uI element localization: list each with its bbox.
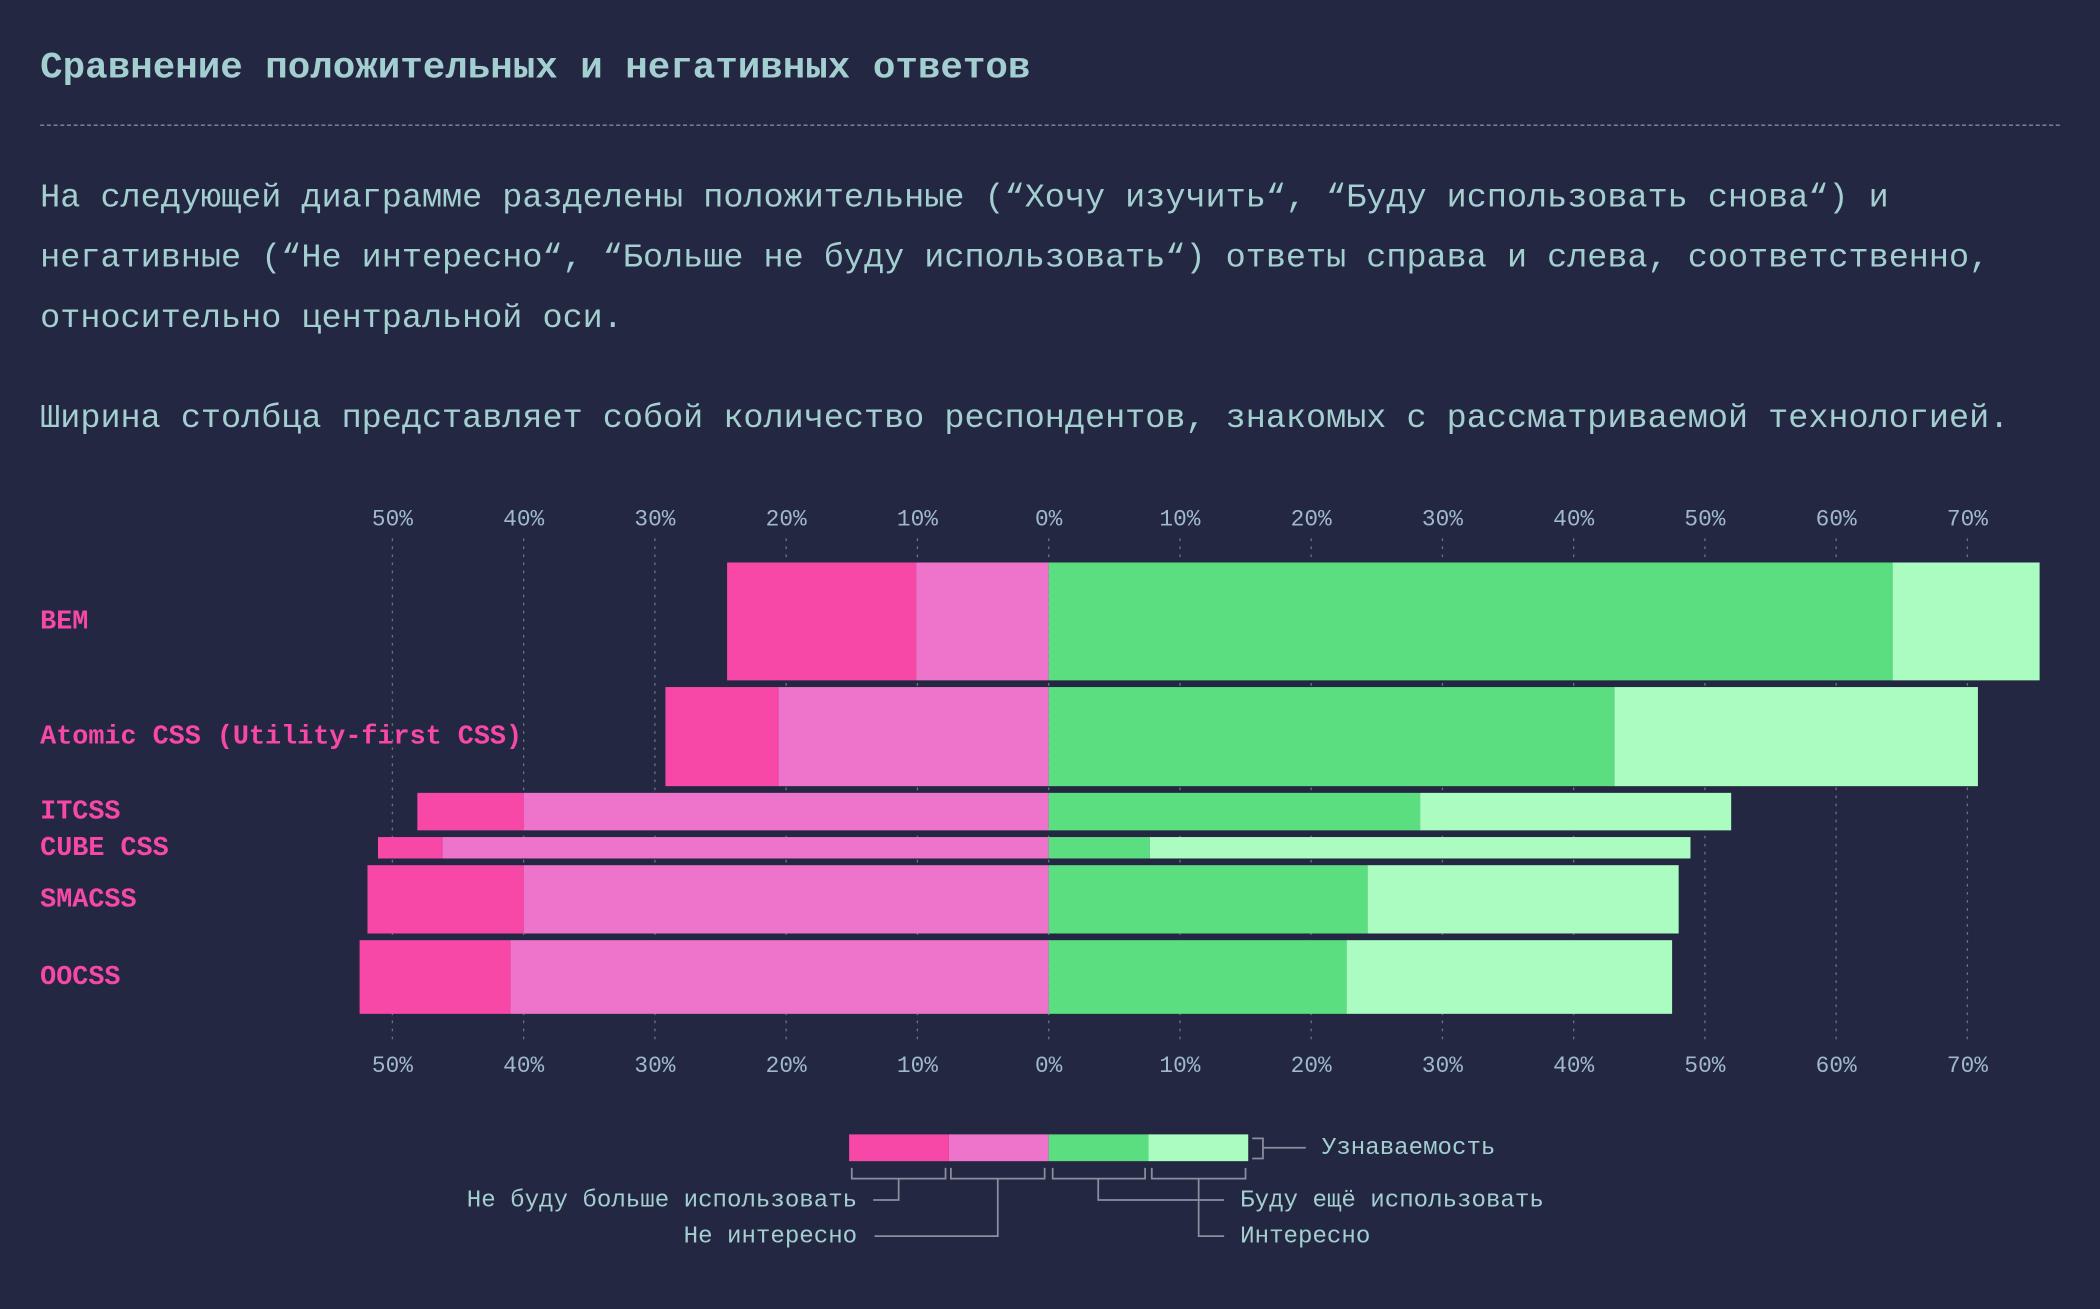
legend-swatch bbox=[849, 1134, 949, 1162]
bar-segment bbox=[442, 837, 1049, 859]
legend-brackets bbox=[850, 1137, 1306, 1238]
title: Сравнение положительных и негативных отв… bbox=[40, 48, 1031, 90]
x-tick-label: 60% bbox=[1816, 1053, 1857, 1079]
bar-segment bbox=[359, 940, 511, 1014]
x-tick-label: 50% bbox=[1684, 1053, 1725, 1079]
x-tick-label: 0% bbox=[1035, 507, 1063, 533]
bar-segment bbox=[1420, 792, 1732, 831]
x-tick-label: 20% bbox=[766, 507, 807, 533]
divider bbox=[40, 124, 2060, 126]
x-tick-label: 40% bbox=[1553, 1053, 1594, 1079]
x-tick-label: 50% bbox=[372, 507, 413, 533]
x-tick-label: 40% bbox=[1553, 507, 1594, 533]
bar-segment bbox=[367, 865, 524, 934]
category-label: BEM bbox=[40, 608, 88, 638]
category-label: SMACSS bbox=[40, 885, 136, 915]
x-tick-label: 40% bbox=[503, 1053, 544, 1079]
bar-segment bbox=[523, 792, 1049, 831]
x-tick-label: 60% bbox=[1816, 507, 1857, 533]
bar-segment bbox=[417, 792, 524, 831]
x-tick-label: 0% bbox=[1035, 1053, 1063, 1079]
x-tick-label: 70% bbox=[1947, 1053, 1988, 1079]
category-label: ITCSS bbox=[40, 798, 120, 828]
legend-label: Интересно bbox=[1240, 1224, 1370, 1251]
x-tick-label: 10% bbox=[1159, 507, 1200, 533]
bar-segment bbox=[1892, 562, 2040, 681]
x-tick-label: 40% bbox=[503, 507, 544, 533]
legend-label: Узнаваемость bbox=[1322, 1135, 1496, 1162]
legend-label: Не буду больше использовать bbox=[467, 1187, 857, 1214]
bar-segment bbox=[916, 562, 1049, 681]
bar-segment bbox=[1149, 837, 1691, 859]
x-tick-label: 20% bbox=[766, 1053, 807, 1079]
bar-segment bbox=[727, 562, 917, 681]
x-tick-label: 50% bbox=[372, 1053, 413, 1079]
category-label: CUBE CSS bbox=[40, 834, 169, 864]
x-tick-label: 20% bbox=[1291, 507, 1332, 533]
bar-segment bbox=[523, 865, 1049, 934]
category-label: Atomic CSS (Utility-first CSS) bbox=[40, 723, 522, 753]
x-tick-label: 70% bbox=[1947, 507, 1988, 533]
legend-label: Буду ещё использовать bbox=[1240, 1187, 1544, 1214]
legend-label: Не интересно bbox=[684, 1224, 858, 1251]
bar-segment bbox=[1048, 940, 1347, 1014]
bar-segment bbox=[1048, 837, 1150, 859]
bar-segment bbox=[778, 687, 1049, 787]
bar-segment bbox=[1048, 865, 1368, 934]
x-tick-label: 30% bbox=[634, 507, 675, 533]
bar-segment bbox=[1614, 687, 1978, 787]
x-tick-label: 50% bbox=[1684, 507, 1725, 533]
bar-segment bbox=[1367, 865, 1679, 934]
x-tick-label: 10% bbox=[897, 1053, 938, 1079]
x-tick-label: 10% bbox=[1159, 1053, 1200, 1079]
bar-segment bbox=[1346, 940, 1673, 1014]
x-tick-label: 30% bbox=[634, 1053, 675, 1079]
bar-segment bbox=[510, 940, 1049, 1014]
x-tick-label: 30% bbox=[1422, 1053, 1463, 1079]
legend-swatch bbox=[1048, 1134, 1149, 1162]
bar-segment bbox=[1048, 792, 1421, 831]
x-tick-label: 20% bbox=[1291, 1053, 1332, 1079]
x-tick-label: 10% bbox=[897, 507, 938, 533]
paragraph: Ширина столбца представляет собой количе… bbox=[40, 399, 2010, 438]
legend-swatch bbox=[1148, 1134, 1249, 1162]
bar-segment bbox=[665, 687, 779, 787]
bar-segment bbox=[1048, 687, 1615, 787]
bar-segment bbox=[1048, 562, 1893, 681]
category-label: OOCSS bbox=[40, 963, 120, 993]
paragraph: На следующей диаграмме разделены положит… bbox=[40, 178, 1990, 338]
bar-segment bbox=[377, 837, 443, 859]
legend-swatch bbox=[948, 1134, 1049, 1162]
x-tick-label: 30% bbox=[1422, 507, 1463, 533]
